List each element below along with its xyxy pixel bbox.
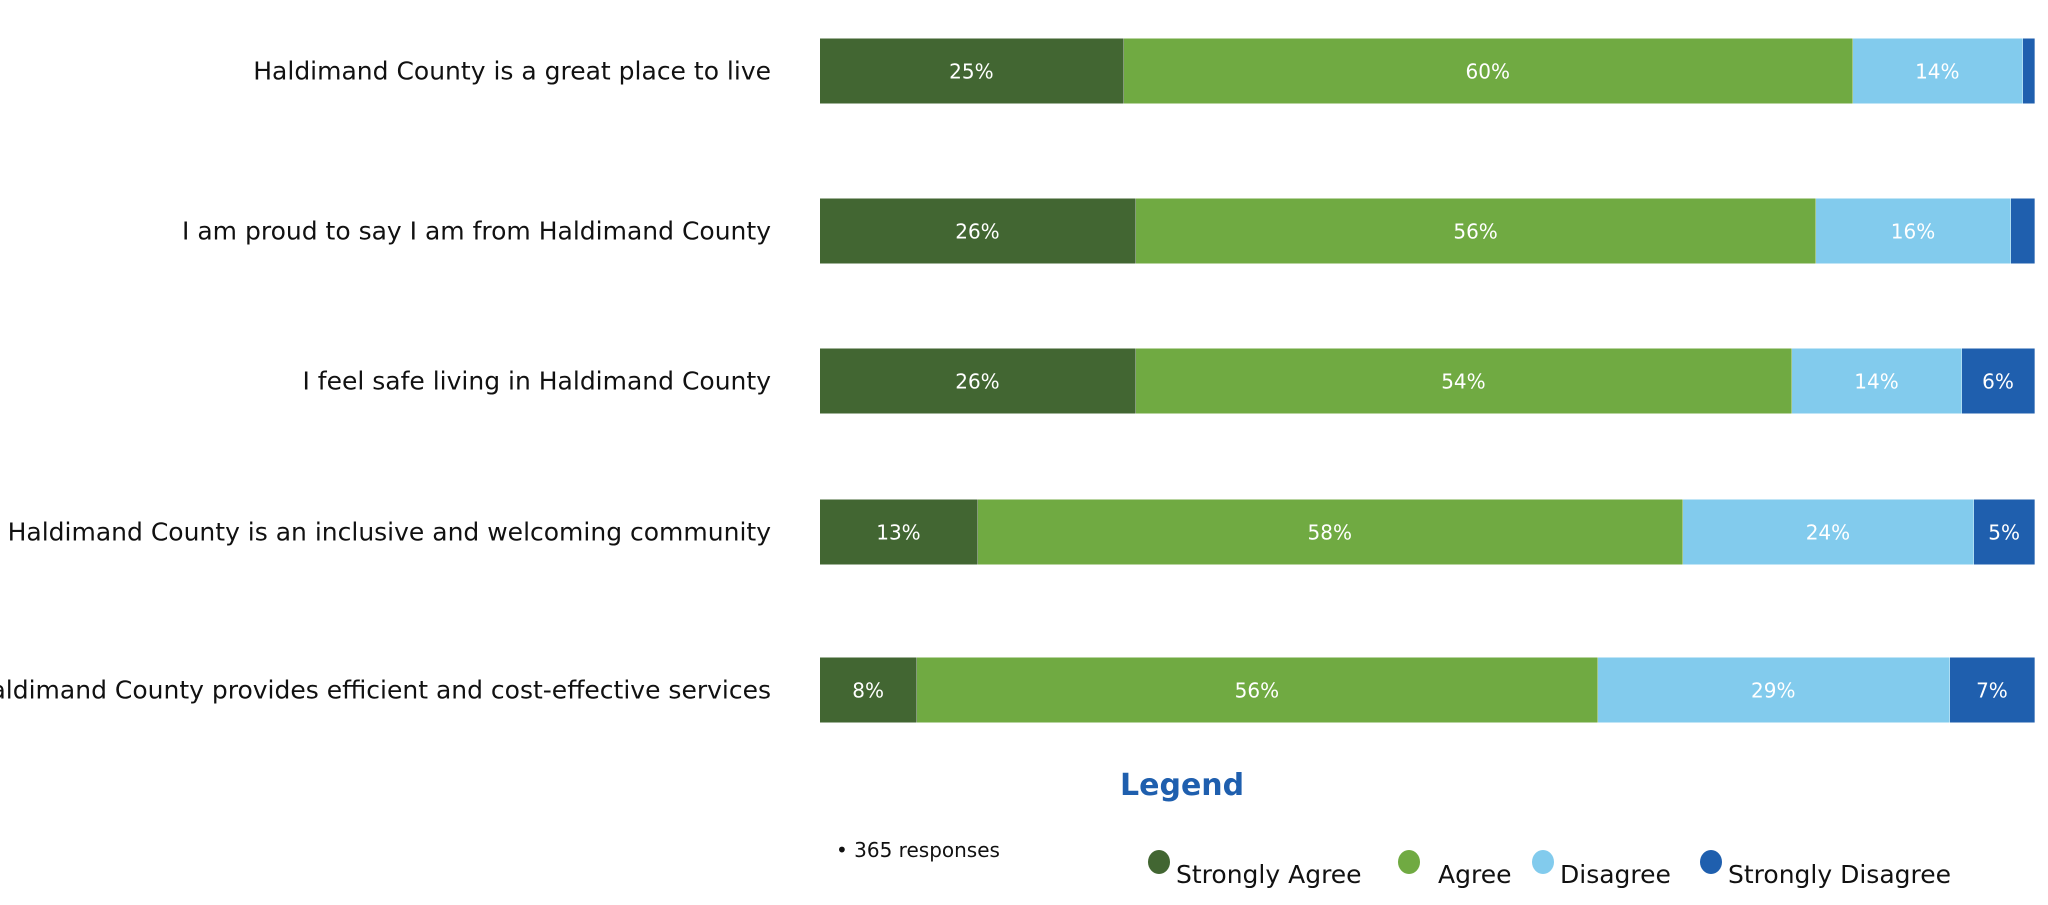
category-label: I feel safe living in Haldimand County [302, 366, 771, 396]
legend-item: Disagree [1532, 850, 1671, 889]
bar-segment-strongly-disagree: 6% [1962, 348, 2035, 414]
bar-segment-disagree: 16% [1816, 198, 2011, 264]
bar-segment-agree: 56% [917, 657, 1598, 723]
bar-segment-agree: 56% [1135, 198, 1817, 264]
bar-segment-strongly-agree: 25% [820, 38, 1124, 104]
bar-segment-strongly-disagree: 5% [1974, 499, 2035, 565]
bar-segment-agree: 60% [1123, 38, 1853, 104]
legend-dot-icon [1398, 850, 1420, 874]
legend-item: Agree [1398, 850, 1511, 889]
legend-label: Agree [1438, 860, 1512, 889]
legend-dot-icon [1148, 850, 1170, 874]
bar-row: 26% 54% 14% 6% [820, 348, 2035, 414]
legend-item: Strongly Disagree [1700, 850, 1951, 889]
category-label: Haldimand County is an inclusive and wel… [7, 517, 771, 547]
bar-segment-strongly-agree: 13% [820, 499, 978, 565]
bar-segment-disagree: 24% [1682, 499, 1975, 565]
bar-row: 26% 56% 16% [820, 198, 2035, 264]
bar-segment-disagree: 14% [1852, 38, 2023, 104]
bar-row: 13% 58% 24% 5% [820, 499, 2035, 565]
legend-label: Disagree [1560, 860, 1671, 889]
category-label: Haldimand County is a great place to liv… [253, 56, 771, 86]
legend-label: Strongly Disagree [1728, 860, 1951, 889]
bar-segment-disagree: 14% [1791, 348, 1963, 414]
bar-segment-agree: 58% [977, 499, 1683, 565]
legend-dot-icon [1532, 850, 1554, 874]
bar-segment-strongly-disagree: 7% [1949, 657, 2035, 723]
bar-segment-strongly-agree: 26% [820, 348, 1136, 414]
bar-row: 25% 60% 14% [820, 38, 2035, 104]
category-label: I am proud to say I am from Haldimand Co… [182, 216, 771, 246]
bar-row: 8% 56% 29% 7% [820, 657, 2035, 723]
bar-segment-strongly-disagree [2022, 38, 2035, 104]
legend-label: Strongly Agree [1176, 860, 1362, 889]
bar-segment-strongly-agree: 8% [820, 657, 918, 723]
legend-dot-icon [1700, 850, 1722, 874]
category-label: Haldimand County provides efficient and … [0, 675, 771, 705]
legend-title: Legend [1120, 768, 1245, 803]
bar-segment-strongly-agree: 26% [820, 198, 1136, 264]
responses-count: • 365 responses [836, 838, 1000, 862]
bar-segment-strongly-disagree [2010, 198, 2035, 264]
bar-segment-agree: 54% [1135, 348, 1792, 414]
bar-segment-disagree: 29% [1597, 657, 1950, 723]
legend-item: Strongly Agree [1148, 850, 1362, 889]
